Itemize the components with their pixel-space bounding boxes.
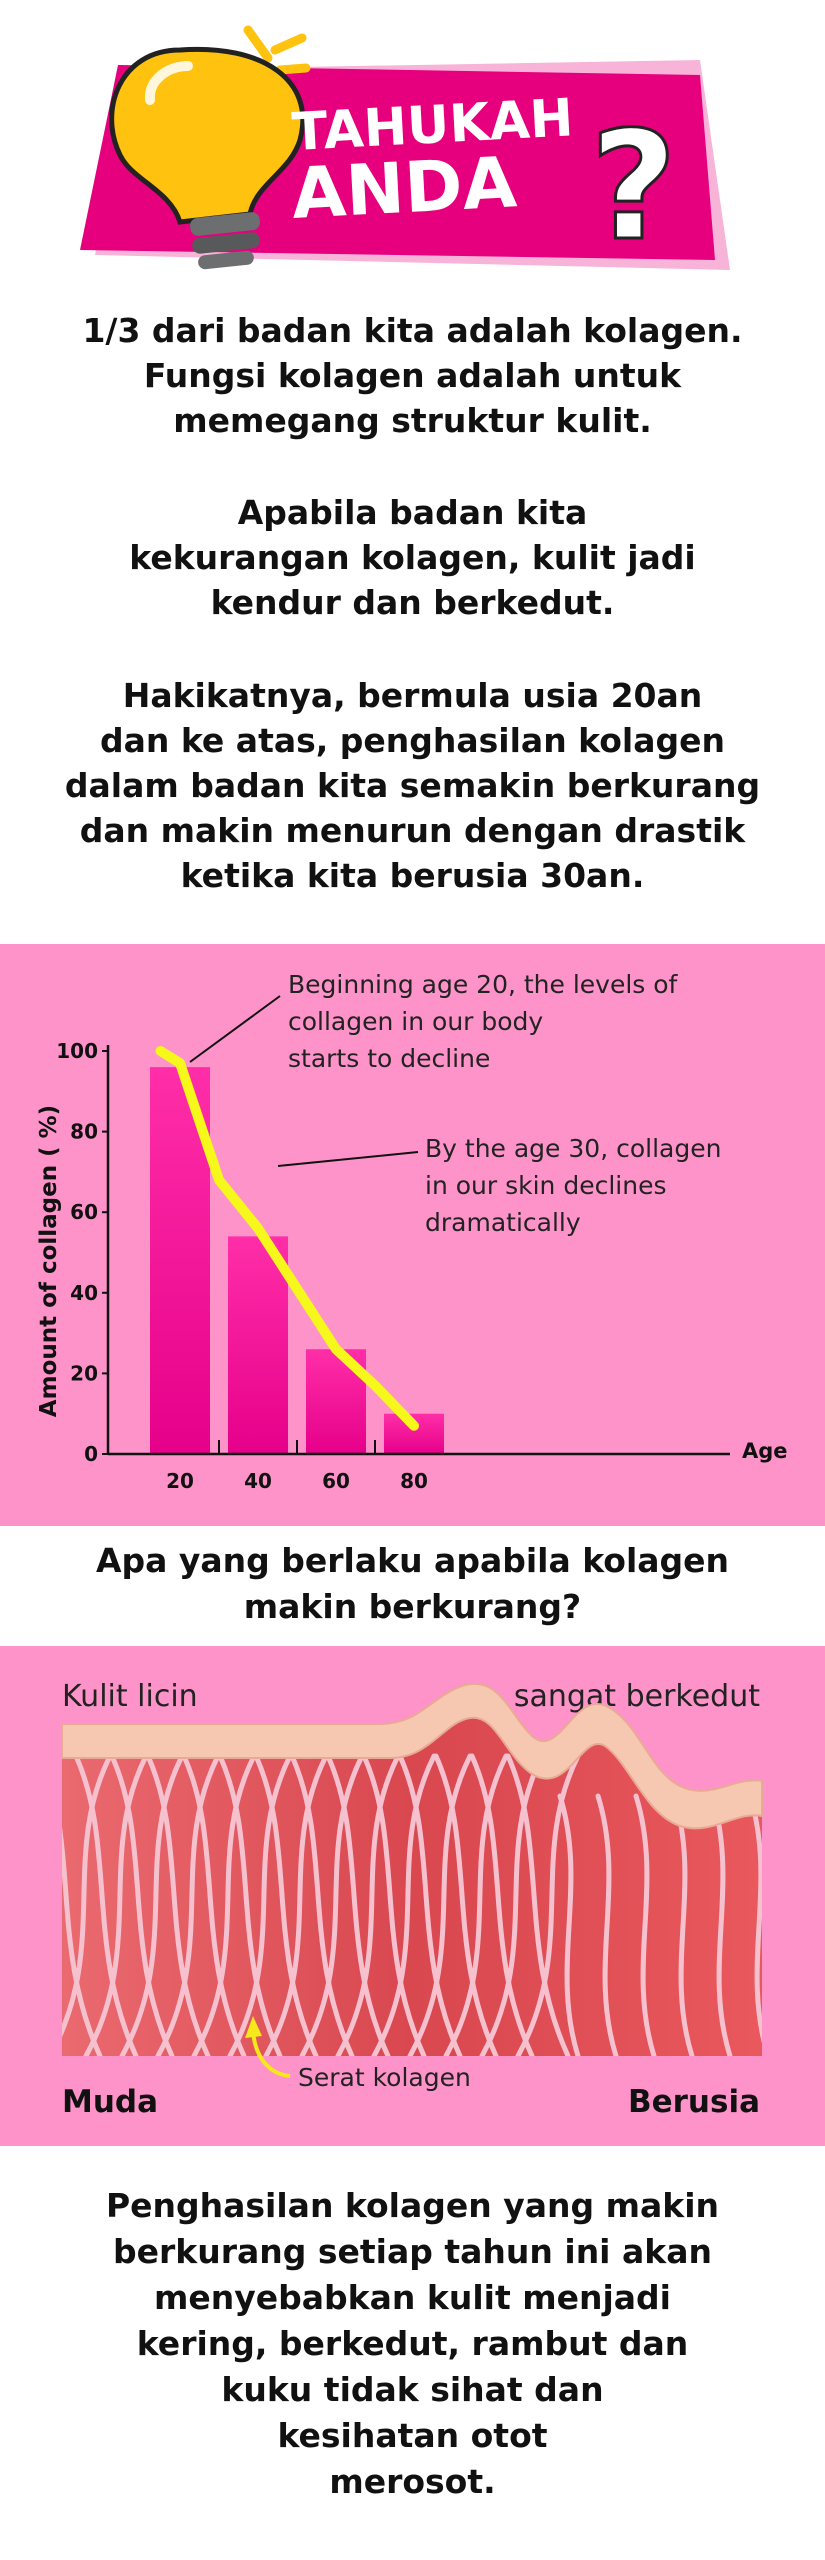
intro-line: kendur dan berkedut.	[210, 583, 615, 622]
collagen-fiber	[109, 1753, 175, 2057]
header-question-mark: ?	[590, 100, 677, 274]
annotation-1-leader	[189, 995, 281, 1063]
collagen-fiber	[62, 1753, 103, 2057]
collagen-fiber	[407, 1753, 473, 2057]
collagen-fiber	[443, 1753, 509, 2057]
collagen-fiber	[119, 1753, 185, 2057]
collagen-fiber	[227, 1753, 293, 2057]
intro-line: Apabila badan kita	[237, 493, 588, 532]
closing-line: berkurang setiap tahun ini akan	[113, 2232, 712, 2271]
intro-line: Hakikatnya, bermula usia 20an	[122, 676, 703, 715]
y-tick-label-20: 20	[70, 1361, 98, 1385]
y-axis-label: Amount of collagen ( %)	[36, 1105, 62, 1417]
closing-line: kering, berkedut, rambut dan	[136, 2324, 689, 2363]
collagen-chart-panel: 0 20 40 60 80 100 20 40 60 80 Beginning age 20, t…	[0, 944, 825, 1526]
annotation-1-line: collagen in our body	[288, 1007, 543, 1036]
bar-age-40	[228, 1236, 288, 1454]
intro-paragraph-1: 1/3 dari badan kita adalah kolagen. Fung…	[0, 308, 825, 443]
collagen-fiber	[299, 1753, 365, 2057]
collagen-trend-line	[155, 1046, 419, 1431]
collagen-fiber	[479, 1753, 545, 2057]
closing-line: menyebabkan kulit menjadi	[154, 2278, 671, 2317]
fiber-pointer-arrow	[251, 2030, 291, 2078]
collagen-fiber	[557, 1793, 581, 2057]
collagen-fiber	[397, 1753, 463, 2057]
lightbulb-icon	[109, 25, 311, 270]
closing-line: kuku tidak sihat dan	[221, 2370, 604, 2409]
collagen-fiber	[253, 1753, 319, 2057]
y-tick-label-80: 80	[70, 1120, 98, 1144]
skin-surface-layer	[61, 1683, 763, 1830]
intro-line: dalam badan kita semakin berkurang	[64, 766, 761, 805]
section-question: Apa yang berlaku apabila kolagen makin b…	[0, 1538, 825, 1630]
closing-line: merosot.	[329, 2462, 496, 2501]
intro-line: ketika kita berusia 30an.	[180, 856, 645, 895]
intro-line: Fungsi kolagen adalah untuk	[143, 356, 682, 395]
skin-illustration: Kulit licin sangat berkedut Serat kolage…	[61, 1679, 763, 2120]
collagen-fiber	[325, 1753, 391, 2057]
collagen-fiber	[747, 1793, 762, 2057]
annotation-2-leader	[277, 1151, 419, 1167]
y-tick-label-40: 40	[70, 1281, 98, 1305]
intro-line: dan makin menurun dengan drastik	[79, 811, 746, 850]
collagen-fiber	[181, 1753, 247, 2057]
header-title-line1: TAHUKAH	[291, 88, 575, 163]
y-tick-label-100: 100	[56, 1039, 98, 1063]
collagen-fiber	[595, 1793, 619, 2057]
x-axis-label: Age	[742, 1439, 788, 1463]
collagen-fiber	[83, 1753, 149, 2057]
y-tick-label-60: 60	[70, 1200, 98, 1224]
collagen-fiber	[633, 1793, 657, 2057]
collagen-fiber	[145, 1753, 211, 2057]
annotation-1-line: Beginning age 20, the levels of	[288, 970, 679, 999]
closing-line: kesihatan otot	[277, 2416, 548, 2455]
collagen-fibers	[62, 1753, 762, 2057]
collagen-fiber	[155, 1753, 221, 2057]
intro-line: dan ke atas, penghasilan kolagen	[100, 721, 725, 760]
closing-paragraph: Penghasilan kolagen yang makin berkurang…	[0, 2183, 825, 2505]
header-title-line2: ANDA	[290, 141, 519, 235]
collagen-fiber	[335, 1753, 401, 2057]
intro-paragraph-2: Apabila badan kita kekurangan kolagen, k…	[0, 490, 825, 625]
skin-illustration-panel: Kulit licin sangat berkedut Serat kolage…	[0, 1646, 825, 2146]
collagen-fiber	[469, 1753, 535, 2057]
question-line: Apa yang berlaku apabila kolagen	[95, 1541, 730, 1580]
label-very-wrinkled: sangat berkedut	[514, 1679, 760, 1714]
collagen-fiber	[263, 1753, 329, 2057]
label-collagen-fiber: Serat kolagen	[298, 2063, 471, 2092]
label-young: Muda	[62, 2084, 158, 2120]
intro-line: memegang struktur kulit.	[173, 401, 652, 440]
collagen-chart: 0 20 40 60 80 100 20 40 60 80 Beginning age 20, t…	[36, 970, 788, 1493]
collagen-fiber	[62, 1753, 113, 2057]
intro-line: 1/3 dari badan kita adalah kolagen.	[82, 311, 743, 350]
x-tick-label-60: 60	[322, 1469, 350, 1493]
header-banner: TAHUKAH ANDA ?	[80, 25, 730, 276]
annotation-2-line: By the age 30, collagen	[425, 1134, 721, 1163]
collagen-fiber	[433, 1753, 499, 2057]
x-tick-label-40: 40	[244, 1469, 272, 1493]
intro-line: kekurangan kolagen, kulit jadi	[129, 538, 696, 577]
collagen-fiber	[671, 1793, 695, 2057]
collagen-fiber	[709, 1793, 733, 2057]
collagen-fiber	[217, 1753, 283, 2057]
collagen-fiber	[361, 1753, 427, 2057]
collagen-fiber	[371, 1753, 437, 2057]
y-tick-label-0: 0	[84, 1442, 98, 1466]
x-tick-label-80: 80	[400, 1469, 428, 1493]
collagen-fiber	[73, 1753, 139, 2057]
label-aged: Berusia	[628, 2084, 760, 2120]
annotation-1-line: starts to decline	[288, 1044, 490, 1073]
label-smooth-skin: Kulit licin	[62, 1679, 198, 1714]
fiber-pointer-arrowhead	[245, 2016, 262, 2038]
collagen-fiber	[289, 1753, 355, 2057]
annotation-2-line: in our skin declines	[425, 1171, 666, 1200]
annotation-2-line: dramatically	[425, 1208, 581, 1237]
collagen-fiber	[191, 1753, 257, 2057]
x-tick-label-20: 20	[166, 1469, 194, 1493]
question-line: makin berkurang?	[243, 1587, 582, 1626]
collagen-fiber	[515, 1753, 581, 2057]
closing-line: Penghasilan kolagen yang makin	[105, 2186, 720, 2225]
intro-paragraph-3: Hakikatnya, bermula usia 20an dan ke ata…	[0, 673, 825, 898]
collagen-fiber	[505, 1753, 571, 2057]
